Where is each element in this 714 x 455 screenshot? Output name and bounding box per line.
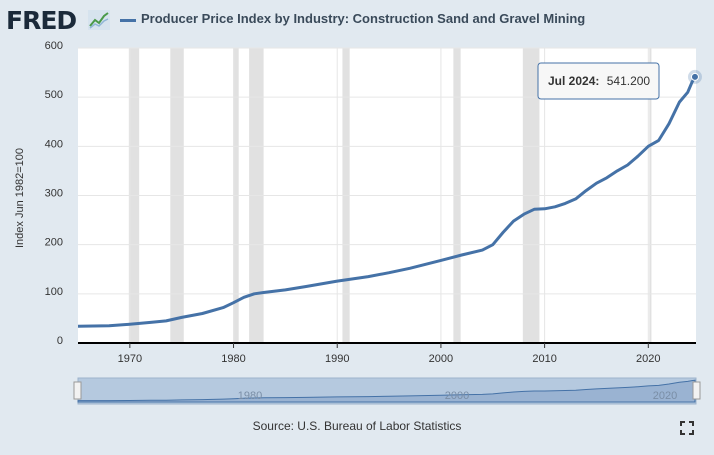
y-tick-label: 100 — [45, 286, 63, 298]
tooltip: Jul 2024: 541.200 — [537, 62, 660, 100]
legend-swatch — [120, 19, 136, 22]
svg-text:Jul 2024: 541.200: Jul 2024: 541.200 — [548, 74, 650, 88]
tooltip-date: Jul 2024: — [548, 74, 599, 88]
y-tick-label: 0 — [57, 335, 63, 347]
fred-logo[interactable]: FRED — [6, 6, 77, 35]
line-chart-icon — [88, 10, 110, 30]
navigator-tick: 2000 — [445, 390, 469, 402]
x-tick-label: 1970 — [118, 353, 142, 365]
x-tick-label: 2010 — [532, 353, 556, 365]
data-point[interactable] — [690, 72, 699, 81]
x-tick-label: 2020 — [636, 353, 660, 365]
x-tick-label: 1980 — [221, 353, 245, 365]
chart-title: Producer Price Index by Industry: Constr… — [141, 11, 586, 26]
y-tick-label: 500 — [45, 89, 63, 101]
navigator[interactable]: 1980 2000 2020 — [73, 377, 701, 405]
navigator-series — [77, 379, 696, 403]
navigator-tick: 2020 — [653, 390, 677, 402]
navigator-handle-right[interactable] — [692, 381, 701, 400]
x-tick-label: 2000 — [429, 353, 453, 365]
tooltip-box — [537, 62, 660, 100]
y-tick-label: 300 — [45, 188, 63, 200]
fullscreen-icon[interactable] — [680, 421, 694, 435]
x-tick-label: 1990 — [325, 353, 349, 365]
series-line[interactable] — [77, 76, 697, 328]
chart-header: FRED Producer Price Index by Industry: C… — [0, 0, 714, 40]
source-note: Source: U.S. Bureau of Labor Statistics — [252, 419, 462, 433]
navigator-tick: 1980 — [238, 390, 262, 402]
y-tick-label: 200 — [45, 237, 63, 249]
tooltip-value: 541.200 — [607, 74, 651, 88]
navigator-handle-left[interactable] — [73, 381, 82, 400]
y-tick-label: 400 — [45, 138, 63, 150]
y-tick-label: 600 — [45, 40, 63, 52]
